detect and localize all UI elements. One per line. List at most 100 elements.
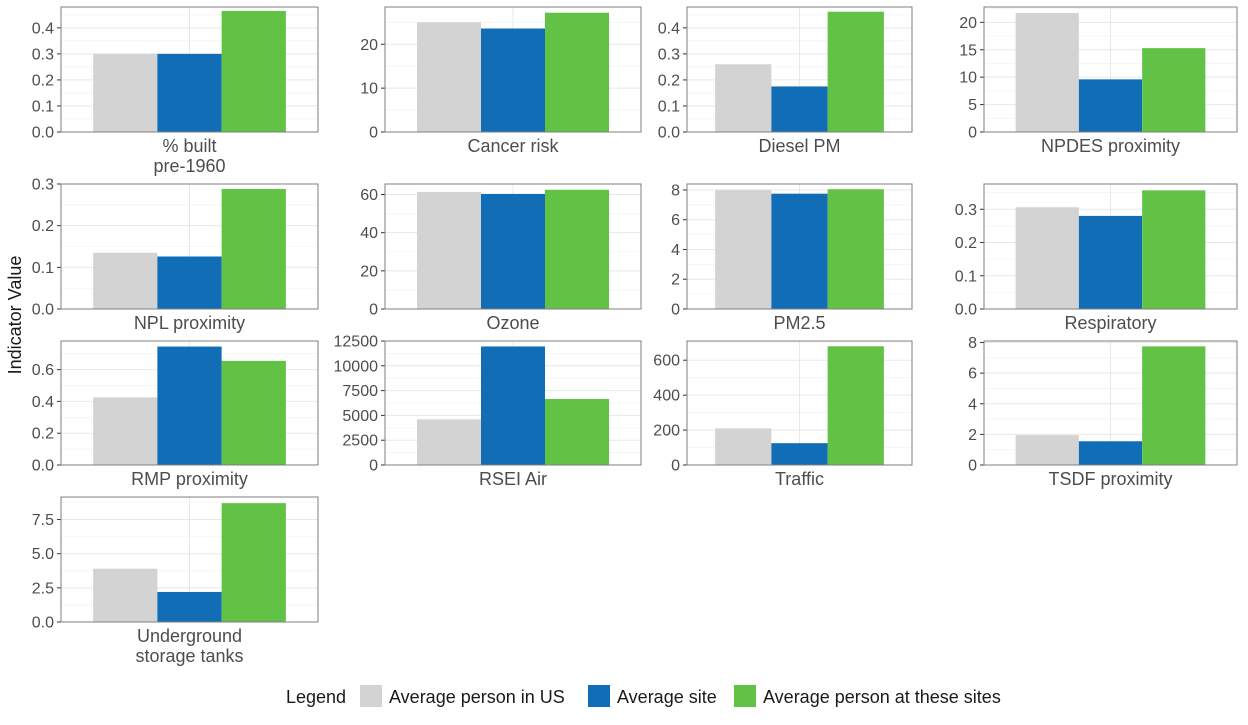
bar: [827, 189, 884, 309]
bar: [827, 346, 884, 465]
y-tick-label: 8: [671, 182, 680, 199]
y-tick-label: 6: [968, 366, 977, 383]
legend-label: Average site: [617, 687, 717, 707]
y-tick-label: 0.0: [32, 615, 54, 632]
y-tick-label: 0.0: [32, 458, 54, 475]
y-tick-label: 0: [369, 125, 378, 142]
y-tick-label: 12500: [334, 334, 379, 351]
y-tick-label: 6: [671, 212, 680, 229]
y-tick-label: 0.3: [955, 202, 977, 219]
bar: [417, 191, 481, 309]
panel-border: [60, 6, 319, 133]
panel-label: NPL proximity: [134, 313, 245, 333]
y-tick-label: 0.2: [32, 426, 54, 443]
bar: [1078, 79, 1143, 132]
bar: [481, 28, 545, 133]
y-tick-label: 0.1: [955, 268, 977, 285]
y-tick-label: 0.1: [32, 260, 54, 277]
y-tick-label: 5000: [342, 408, 378, 425]
y-tick-label: 10: [959, 70, 977, 87]
y-tick-label: 0: [369, 302, 378, 319]
bar: [417, 419, 481, 465]
y-tick-label: 2: [671, 272, 680, 289]
y-tick-label: 20: [360, 263, 378, 280]
y-tick-label: 600: [653, 353, 680, 370]
bar: [1015, 207, 1079, 309]
y-tick-label: 0.2: [658, 72, 680, 89]
panel-label: PM2.5: [773, 313, 825, 333]
legend-key: [360, 685, 382, 707]
panel-border: [60, 183, 319, 310]
bar: [93, 568, 158, 622]
y-tick-label: 400: [653, 388, 680, 405]
y-tick-label: 8: [968, 335, 977, 352]
bar: [221, 503, 286, 622]
bar: [715, 64, 772, 132]
panel-tsdf-proximity: 0 2 4 6 8 TSDF proximity: [968, 335, 1238, 489]
panel-pm2-5: 0 2 4 6 8 PM2.5: [671, 182, 913, 333]
y-tick-label: 0: [369, 458, 378, 475]
panel-border: [983, 183, 1238, 310]
y-tick-label: 0.1: [658, 98, 680, 115]
panel-npl-proximity: 0.0 0.1 0.2 0.3 NPL proximity: [32, 177, 319, 333]
y-tick-label: 10: [360, 81, 378, 98]
bar: [157, 256, 222, 309]
legend: Legend Average person in US Average site Av…: [286, 685, 1001, 707]
panel-respiratory: 0.0 0.1 0.2 0.3 Respiratory: [955, 183, 1238, 333]
panel-label: Cancer risk: [467, 136, 559, 156]
panel-label: storage tanks: [135, 646, 243, 666]
y-tick-label: 0.3: [32, 177, 54, 194]
y-tick-label: 0.4: [32, 394, 54, 411]
panel-ozone: 0 20 40 60 Ozone: [360, 183, 642, 333]
panel-border: [686, 6, 913, 133]
panel-label: Underground: [137, 626, 242, 646]
y-tick-label: 0.1: [32, 98, 54, 115]
y-tick-label: 0: [671, 458, 680, 475]
panel-label: NPDES proximity: [1041, 136, 1180, 156]
y-tick-label: 5: [968, 97, 977, 114]
bar: [221, 360, 286, 465]
bar: [827, 11, 884, 132]
bar: [545, 12, 609, 133]
legend-title: Legend: [286, 687, 346, 707]
bar: [93, 252, 158, 309]
y-tick-label: 0: [968, 125, 977, 142]
panel-border: [60, 340, 319, 466]
bar: [1015, 13, 1079, 133]
bar: [771, 193, 828, 309]
bar: [545, 399, 609, 465]
bar: [715, 189, 772, 309]
y-tick-label: 10000: [334, 358, 379, 375]
bar: [221, 10, 286, 132]
y-tick-label: 0.4: [32, 20, 54, 37]
panel-label: % built: [162, 136, 216, 156]
bar: [771, 86, 828, 132]
panel-label: Traffic: [775, 469, 824, 489]
y-tick-label: 7500: [342, 383, 378, 400]
y-tick-label: 15: [959, 42, 977, 59]
panel-label: RMP proximity: [131, 469, 248, 489]
y-tick-label: 2500: [342, 433, 378, 450]
y-tick-label: 4: [671, 242, 680, 259]
panel-label: Respiratory: [1064, 313, 1156, 333]
y-tick-label: 0.0: [32, 302, 54, 319]
panel-rmp-proximity: 0.0 0.2 0.4 0.6 RMP proximity: [32, 340, 319, 489]
bar: [1142, 346, 1206, 465]
bar: [481, 346, 545, 465]
y-tick-label: 2: [968, 427, 977, 444]
panel-label: pre-1960: [153, 156, 225, 176]
y-tick-label: 40: [360, 225, 378, 242]
y-tick-label: 2.5: [32, 580, 54, 597]
panel-diesel-pm: 0.0 0.1 0.2 0.3 0.4 Diesel PM: [658, 6, 913, 156]
y-tick-label: 0.3: [32, 46, 54, 63]
y-tick-label: 0.0: [955, 302, 977, 319]
bar: [1142, 48, 1206, 132]
panel-border: [60, 496, 319, 623]
panel-border: [686, 340, 913, 466]
y-tick-label: 7.5: [32, 512, 54, 529]
bar: [1142, 190, 1206, 309]
y-tick-label: 0.3: [658, 46, 680, 63]
panel-label: Ozone: [486, 313, 539, 333]
